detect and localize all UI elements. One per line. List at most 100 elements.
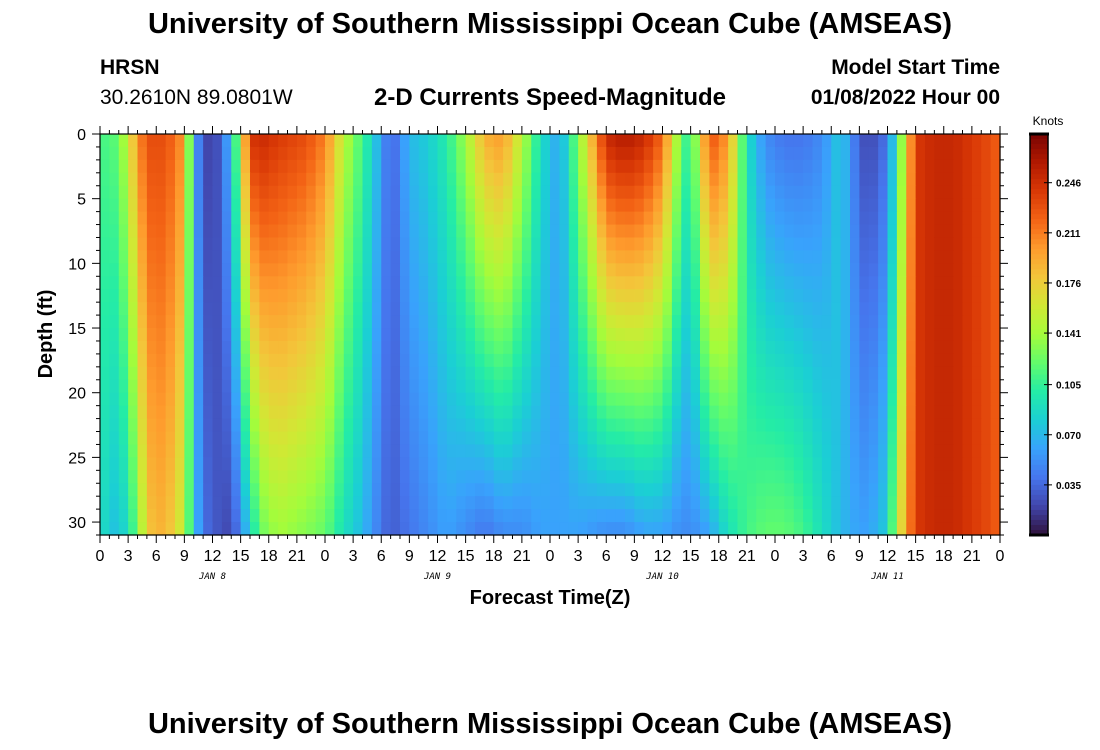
heatmap-cell	[596, 263, 607, 277]
heatmap-cell	[878, 198, 889, 213]
heatmap-cell	[709, 405, 720, 420]
heatmap-cell	[756, 134, 767, 148]
heatmap-cell	[531, 392, 542, 407]
heatmap-cell	[803, 315, 814, 329]
heatmap-cell	[465, 250, 476, 264]
heatmap-cell	[906, 353, 917, 368]
heatmap-cell	[371, 509, 382, 523]
heatmap-cell	[896, 237, 907, 252]
heatmap-cell	[184, 289, 195, 303]
heatmap-cell	[896, 405, 907, 420]
heatmap-cell	[512, 198, 523, 213]
heatmap-cell	[915, 353, 926, 368]
heatmap-cell	[268, 198, 279, 213]
heatmap-cell	[381, 250, 392, 264]
heatmap-cell	[681, 289, 692, 303]
heatmap-cell	[831, 211, 842, 226]
colorbar-segment	[1030, 189, 1048, 195]
heatmap-cell	[559, 457, 570, 471]
heatmap-cell	[475, 509, 485, 523]
heatmap-cell	[971, 172, 982, 187]
heatmap-cell	[503, 211, 514, 226]
heatmap-cell	[371, 185, 382, 200]
heatmap-cell	[737, 250, 748, 264]
heatmap-cell	[353, 185, 364, 200]
x-tick-label: 0	[996, 548, 1005, 565]
heatmap-cell	[109, 379, 120, 394]
heatmap-cell	[465, 185, 476, 200]
heatmap-cell	[503, 172, 514, 187]
heatmap-cell	[681, 496, 692, 510]
heatmap-cell	[559, 483, 570, 497]
heatmap-cell	[737, 522, 748, 536]
heatmap-cell	[503, 159, 514, 174]
heatmap-cell	[296, 470, 307, 484]
heatmap-cell	[503, 353, 514, 368]
heatmap-cell	[456, 315, 467, 329]
heatmap-cell	[184, 159, 195, 174]
heatmap-cell	[400, 263, 410, 277]
heatmap-cell	[821, 224, 832, 239]
heatmap-cell	[118, 366, 129, 381]
heatmap-cell	[896, 431, 907, 446]
heatmap-cell	[625, 379, 635, 394]
colorbar-segment	[1030, 484, 1048, 491]
heatmap-cell	[353, 509, 364, 523]
heatmap-cell	[643, 353, 654, 368]
heatmap-cell	[221, 405, 232, 420]
heatmap-cell	[671, 250, 682, 264]
heatmap-cell	[475, 457, 485, 471]
heatmap-cell	[765, 302, 776, 316]
heatmap-cell	[465, 379, 476, 394]
heatmap-cell	[371, 405, 382, 420]
heatmap-cell	[371, 302, 382, 316]
heatmap-cell	[784, 237, 795, 252]
heatmap-cell	[137, 340, 148, 355]
heatmap-cell	[962, 315, 973, 329]
heatmap-cell	[137, 431, 148, 446]
colorbar-tick-label: 0.105	[1056, 381, 1081, 392]
heatmap-cell	[962, 431, 973, 446]
heatmap-cell	[428, 185, 439, 200]
heatmap-cell	[175, 289, 185, 303]
colorbar-segment	[1030, 384, 1048, 391]
heatmap-cell	[643, 185, 654, 200]
heatmap-cell	[475, 198, 485, 213]
heatmap-cell	[484, 431, 495, 446]
heatmap-cell	[100, 483, 110, 497]
heatmap-cell	[681, 392, 692, 407]
heatmap-cell	[128, 496, 139, 510]
heatmap-cell	[606, 250, 617, 264]
heatmap-cell	[587, 379, 598, 394]
heatmap-cell	[203, 418, 214, 433]
heatmap-cell	[521, 353, 532, 368]
heatmap-cell	[887, 353, 898, 368]
heatmap-cell	[634, 211, 645, 226]
heatmap-cell	[934, 483, 945, 497]
heatmap-cell	[709, 237, 720, 252]
heatmap-cell	[690, 289, 701, 303]
heatmap-cell	[662, 276, 673, 290]
heatmap-cell	[278, 379, 289, 394]
heatmap-cell	[709, 379, 720, 394]
heatmap-cell	[175, 340, 185, 355]
heatmap-cell	[437, 224, 448, 239]
colorbar-segment	[1030, 319, 1048, 326]
heatmap-cell	[737, 431, 748, 446]
heatmap-cell	[165, 198, 176, 213]
heatmap-cell	[146, 172, 157, 187]
heatmap-cell	[221, 237, 232, 252]
heatmap-cell	[146, 483, 157, 497]
heatmap-cell	[831, 250, 842, 264]
heatmap-cell	[578, 185, 589, 200]
heatmap-cell	[128, 522, 139, 536]
heatmap-cell	[418, 185, 429, 200]
heatmap-cell	[906, 483, 917, 497]
heatmap-cell	[512, 328, 523, 342]
heatmap-cell	[943, 224, 954, 239]
heatmap-cell	[596, 237, 607, 252]
heatmap-cell	[990, 185, 1001, 200]
heatmap-cell	[821, 198, 832, 213]
heatmap-cell	[943, 263, 954, 277]
heatmap-cell	[671, 392, 682, 407]
